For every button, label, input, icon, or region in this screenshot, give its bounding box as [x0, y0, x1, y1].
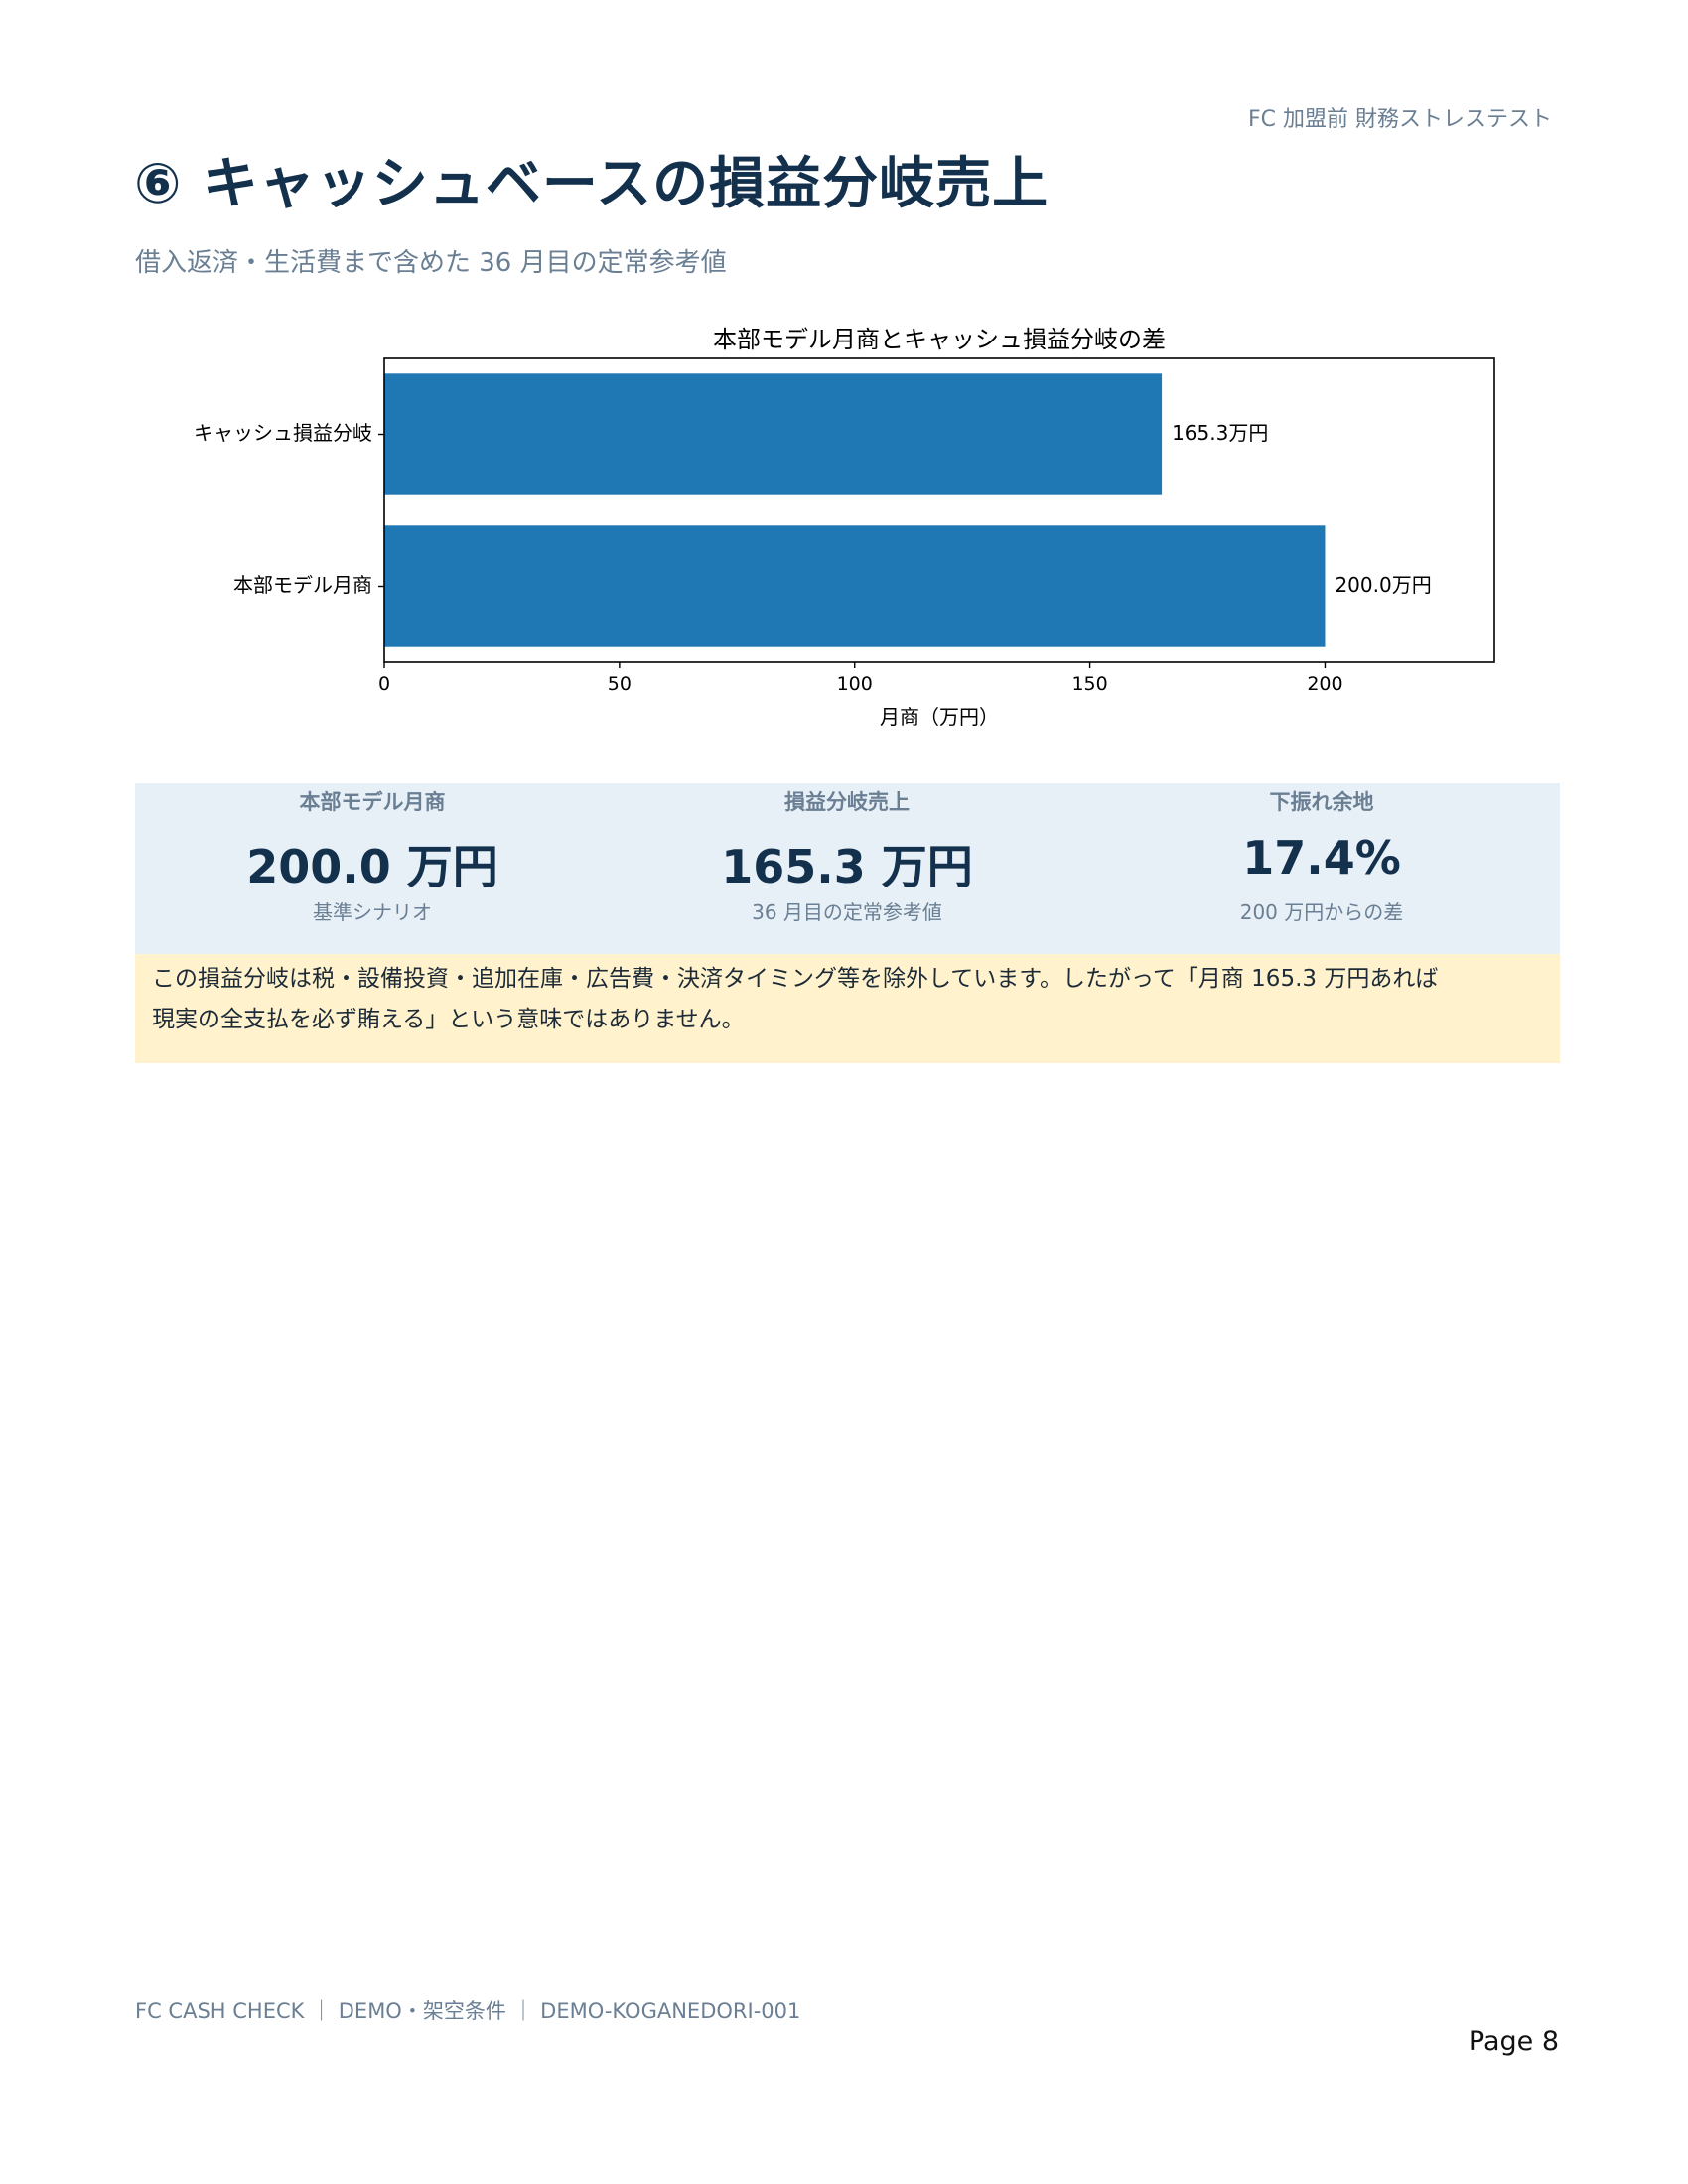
bar — [384, 373, 1163, 495]
kpi-value: 165.3 万円 — [721, 840, 973, 893]
caveat-note-line-2: 現実の全支払を必ず賄える」という意味ではありません。 — [152, 1007, 745, 1032]
x-tick-label: 200 — [1307, 673, 1342, 695]
kpi-note: 36 月目の定常参考値 — [752, 900, 942, 924]
bar-data-label: 200.0万円 — [1335, 573, 1431, 597]
caveat-note: この損益分岐は税・設備投資・追加在庫・広告費・決済タイミング等を除外しています。… — [135, 954, 1560, 1063]
kpi-label: 本部モデル月商 — [299, 790, 446, 814]
chart-title: 本部モデル月商とキャッシュ損益分岐の差 — [713, 326, 1166, 353]
breakeven-bar-chart: 本部モデル月商とキャッシュ損益分岐の差 165.3万円 200.0万円 キャッシュ… — [194, 326, 1495, 729]
y-tick-label: 本部モデル月商 — [233, 573, 372, 597]
page-subtitle: 借入返済・生活費まで含めた 36 月目の定常参考値 — [135, 248, 727, 278]
bar — [384, 525, 1326, 647]
kpi-label: 損益分岐売上 — [784, 790, 910, 814]
kpi-panel: 本部モデル月商 200.0 万円 基準シナリオ 損益分岐売上 165.3 万円 … — [135, 783, 1560, 954]
bar-data-label: 165.3万円 — [1172, 421, 1268, 445]
caveat-note-line-1: この損益分岐は税・設備投資・追加在庫・広告費・決済タイミング等を除外しています。… — [152, 966, 1439, 992]
y-tick-label: キャッシュ損益分岐 — [194, 421, 372, 445]
kpi-note: 200 万円からの差 — [1239, 900, 1404, 924]
x-tick-label: 150 — [1071, 673, 1107, 695]
page-title: ⑥ キャッシュベースの損益分岐売上 — [134, 152, 1050, 216]
kpi-value: 200.0 万円 — [246, 840, 498, 893]
x-tick-label: 50 — [608, 673, 632, 695]
kpi-value: 17.4% — [1242, 831, 1401, 885]
page-number: Page 8 — [1468, 2026, 1559, 2057]
kpi-note: 基準シナリオ — [313, 900, 432, 924]
x-tick-label: 100 — [837, 673, 873, 695]
x-tick-label: 0 — [378, 673, 390, 695]
footer-document-id: FC CASH CHECK ｜ DEMO・架空条件 ｜ DEMO-KOGANED… — [135, 1999, 801, 2023]
kpi-label: 下振れ余地 — [1269, 790, 1374, 814]
x-axis-label: 月商（万円） — [880, 705, 999, 729]
report-header-title: FC 加盟前 財務ストレステスト — [1247, 107, 1552, 132]
plot-frame — [383, 357, 1495, 663]
